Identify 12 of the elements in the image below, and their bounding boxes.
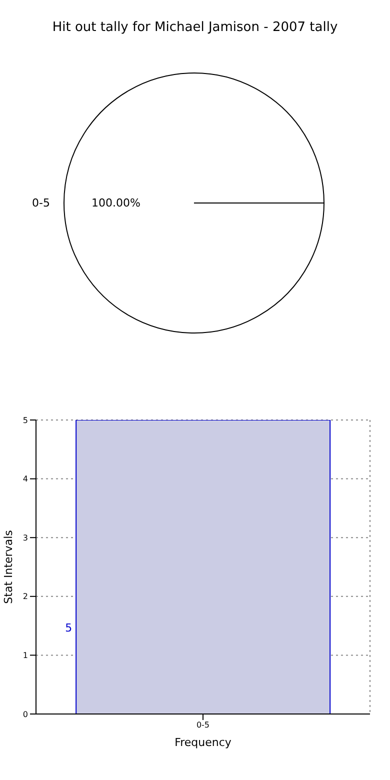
x-axis-title: Frequency (174, 736, 232, 749)
y-axis-title: Stat Intervals (2, 530, 15, 604)
y-tick-label: 1 (22, 651, 28, 660)
y-tick-label: 5 (22, 416, 28, 425)
slice-label: 0-5 (32, 196, 50, 210)
y-tick-label: 2 (22, 592, 28, 602)
y-tick-label: 4 (22, 474, 28, 484)
data-label: 100.00% (92, 196, 140, 210)
y-tick-label: 3 (22, 533, 28, 542)
y-tick-label: 0 (22, 710, 28, 719)
chart-title: Hit out tally for Michael Jamison - 2007 tally (51, 20, 339, 35)
data-label: 5 (65, 622, 72, 635)
